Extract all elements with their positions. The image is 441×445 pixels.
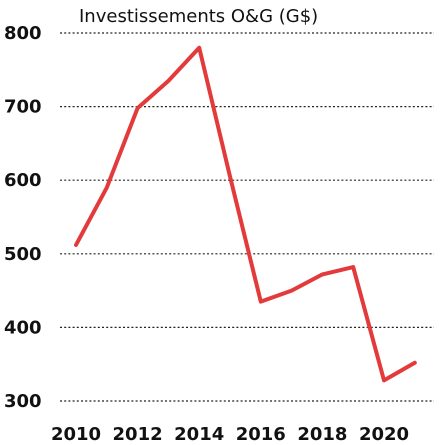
x-tick-label-2010: 2010 bbox=[51, 424, 101, 445]
chart-title: Investissements O&G (G$) bbox=[79, 6, 318, 27]
grid-lines bbox=[60, 32, 434, 402]
y-tick-label-400: 400 bbox=[4, 317, 42, 338]
x-tick-label-2020: 2020 bbox=[359, 424, 409, 445]
y-tick-label-600: 600 bbox=[4, 170, 42, 191]
y-tick-label-800: 800 bbox=[4, 23, 42, 44]
series-layer bbox=[74, 45, 417, 383]
x-tick-label-2014: 2014 bbox=[174, 424, 224, 445]
x-tick-label-2016: 2016 bbox=[236, 424, 286, 445]
y-tick-label-300: 300 bbox=[4, 391, 42, 412]
y-axis-tick-labels: 300 400 500 600 700 800 bbox=[4, 23, 42, 412]
y-tick-label-700: 700 bbox=[4, 97, 42, 118]
y-tick-label-500: 500 bbox=[4, 244, 42, 265]
x-axis-tick-labels: 2010 2012 2014 2016 2018 2020 bbox=[51, 424, 409, 445]
x-tick-label-2018: 2018 bbox=[297, 424, 347, 445]
x-tick-label-2012: 2012 bbox=[113, 424, 163, 445]
series-line-0 bbox=[74, 45, 417, 383]
